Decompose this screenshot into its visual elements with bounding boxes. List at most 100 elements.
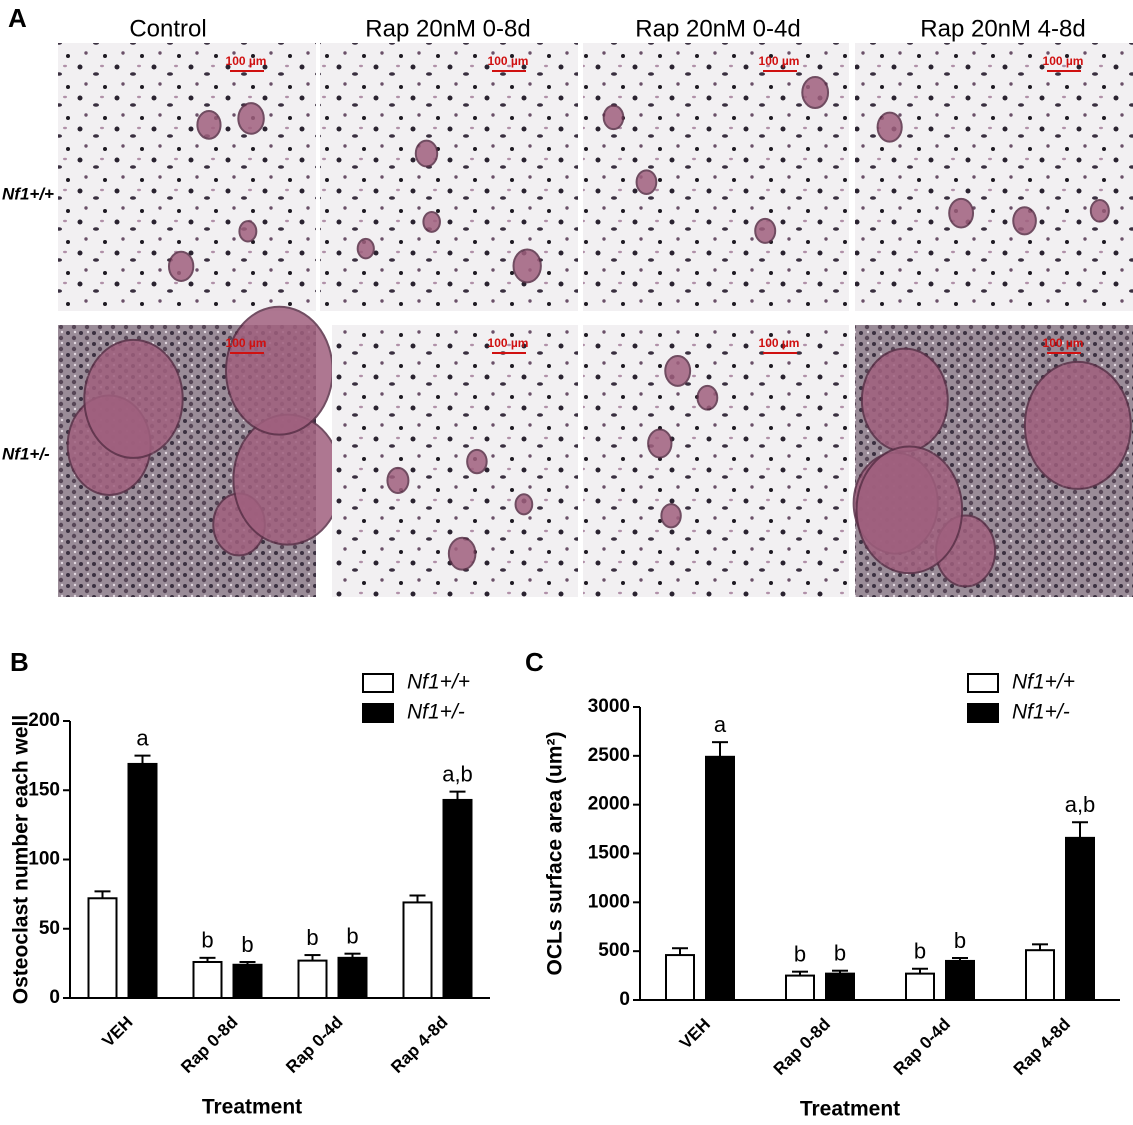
bar (297, 959, 328, 999)
significance-label: b (794, 941, 806, 966)
y-tick-label: 2000 (588, 794, 630, 815)
panel-label: B (10, 647, 29, 677)
osteoclast (860, 347, 949, 453)
osteoclast (855, 445, 964, 575)
osteoclast (225, 305, 334, 436)
significance-label: a,b (442, 761, 473, 786)
osteoclast (1023, 360, 1132, 490)
bar (442, 798, 473, 999)
scale-bar-label: 100 µm (759, 336, 800, 350)
y-tick-label: 0 (619, 989, 630, 1010)
y-tick-label: 500 (598, 940, 630, 961)
y-axis-label: OCLs surface area (um²) (544, 732, 567, 976)
significance-label: b (954, 928, 966, 953)
column-header: Rap 20nM 0-4d (635, 15, 800, 42)
y-tick-label: 200 (28, 710, 60, 731)
row-label: Nf1+/+ (2, 184, 54, 203)
significance-label: b (201, 928, 213, 953)
osteoclast (386, 466, 410, 495)
bar (337, 956, 368, 1000)
bar (785, 974, 815, 1001)
significance-label: b (834, 941, 846, 966)
osteoclast (602, 104, 625, 131)
osteoclast (466, 448, 488, 475)
significance-label: b (346, 923, 358, 948)
osteoclast (414, 139, 439, 168)
x-axis-label: Treatment (800, 1098, 900, 1121)
bar (1065, 836, 1095, 1002)
significance-label: a,b (1065, 792, 1096, 817)
osteoclast (635, 169, 658, 196)
bar (945, 959, 975, 1002)
osteoclast (167, 250, 195, 282)
y-tick-label: 50 (39, 918, 60, 939)
osteoclast (514, 493, 534, 516)
significance-label: b (241, 932, 253, 957)
y-tick-label: 1000 (588, 891, 630, 912)
significance-label: a (714, 712, 727, 737)
significance-label: b (914, 939, 926, 964)
legend-label: Nf1+/+ (1012, 671, 1075, 694)
scale-bar-label: 100 µm (226, 336, 267, 350)
bar (1025, 949, 1055, 1002)
y-tick-label: 3000 (588, 696, 630, 717)
legend-label: Nf1+/+ (407, 671, 470, 694)
osteoclast (196, 109, 222, 140)
y-tick-label: 150 (28, 779, 60, 800)
osteoclast (876, 111, 903, 143)
legend-swatch (362, 673, 394, 693)
x-tick-label: VEH (98, 1013, 136, 1051)
osteoclast (1089, 199, 1110, 223)
x-axis-label: Treatment (202, 1096, 302, 1119)
significance-label: a (136, 725, 149, 750)
y-tick-label: 0 (49, 987, 60, 1008)
column-header: Rap 20nM 0-8d (365, 15, 530, 42)
osteoclast (948, 197, 975, 229)
bar (402, 901, 433, 999)
x-tick-label: Rap 4-8d (1010, 1015, 1074, 1079)
legend-swatch (967, 703, 999, 723)
column-header: Control (129, 15, 206, 42)
column-header: Rap 20nM 4-8d (920, 15, 1085, 42)
osteoclast (664, 354, 692, 387)
bar (905, 972, 935, 1002)
x-tick-label: Rap 0-4d (282, 1013, 346, 1077)
micrograph (855, 43, 1133, 311)
x-tick-label: VEH (676, 1015, 714, 1053)
x-tick-label: Rap 4-8d (387, 1013, 451, 1077)
osteoclast (422, 210, 441, 233)
bar (87, 897, 118, 1000)
osteoclast (660, 503, 682, 529)
scale-bar-label: 100 µm (488, 336, 529, 350)
bar (825, 972, 855, 1002)
osteoclast (238, 220, 258, 243)
scale-bar-label: 100 µm (759, 54, 800, 68)
legend-label: Nf1+/- (407, 701, 465, 724)
micrograph (583, 325, 849, 597)
micrographs: 100 µm 100 µm 100 µm 100 µm 100 µm 100 µm 100 … (58, 43, 1133, 597)
scale-bar-label: 100 µm (226, 54, 267, 68)
y-tick-label: 100 (28, 849, 60, 870)
legend-label: Nf1+/- (1012, 701, 1070, 724)
legend-swatch (967, 673, 999, 693)
bar (705, 755, 735, 1001)
y-tick-label: 1500 (588, 843, 630, 864)
charts: B Osteoclast number each well Treatment 0 50… (10, 647, 1120, 1121)
y-axis-label: Osteoclast number each well (10, 715, 33, 1004)
osteoclast (356, 237, 375, 260)
osteoclast (83, 338, 184, 459)
osteoclast (754, 217, 777, 244)
scale-bar-label: 100 µm (488, 54, 529, 68)
osteoclast (237, 102, 265, 135)
bar (232, 963, 263, 1000)
x-tick-label: Rap 0-8d (770, 1015, 834, 1079)
osteoclast (447, 536, 477, 571)
legend-swatch (362, 703, 394, 723)
osteoclast (696, 384, 719, 411)
significance-label: b (306, 925, 318, 950)
y-tick-label: 2500 (588, 745, 630, 766)
panel-label: C (525, 647, 544, 677)
scale-bar-label: 100 µm (1043, 336, 1084, 350)
bar (127, 762, 158, 999)
